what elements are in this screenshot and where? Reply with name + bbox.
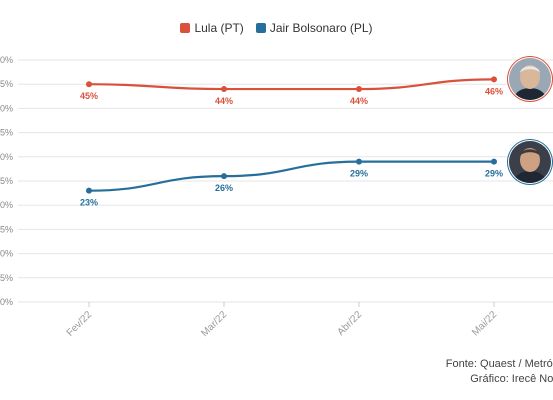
data-label-lula: 44% (350, 96, 368, 106)
legend-swatch-bolsonaro (255, 23, 266, 33)
y-tick-label: 15% (0, 224, 13, 234)
data-label-bolsonaro: 29% (350, 169, 368, 179)
y-tick-label: 35% (0, 128, 13, 138)
data-point-bolsonaro (491, 158, 497, 165)
y-tick-label: 45% (0, 79, 13, 89)
data-label-bolsonaro: 26% (215, 183, 233, 193)
chart-grid (18, 59, 553, 303)
photo-suit (513, 170, 547, 183)
legend-item-lula[interactable]: Lula (PT) (180, 21, 244, 35)
photo-face (520, 65, 540, 90)
photo-face (520, 147, 540, 172)
series-line-lula (88, 78, 495, 91)
legend-item-bolsonaro[interactable]: Jair Bolsonaro (PL) (255, 21, 373, 35)
y-tick-label: 30% (0, 152, 13, 162)
legend-label-bolsonaro: Jair Bolsonaro (PL) (269, 21, 373, 35)
lula-photo (509, 58, 551, 101)
photo-suit (513, 88, 547, 101)
y-tick-label: 0% (0, 297, 13, 307)
data-label-lula: 44% (215, 96, 233, 106)
x-tick-label: Fev/22 (65, 309, 95, 339)
data-point-lula (221, 86, 227, 93)
data-label-lula: 46% (485, 86, 503, 96)
photo-hair (520, 148, 540, 156)
chart-legend: Lula (PT) Jair Bolsonaro (PL) (0, 21, 553, 35)
y-tick-label: 20% (0, 200, 13, 210)
y-tick-label: 25% (0, 176, 13, 186)
data-label-bolsonaro: 23% (80, 198, 98, 208)
lula-photo-image (509, 58, 551, 101)
data-label-lula: 45% (80, 91, 98, 101)
x-tick-label: Mai/22 (470, 309, 499, 338)
legend-label-lula: Lula (PT) (194, 21, 244, 35)
photo-hair (520, 66, 540, 74)
chart-series: 45% 44% 44% 46% 23% 26% 29% 29% (80, 76, 503, 208)
legend-swatch-lula (180, 23, 191, 33)
data-point-bolsonaro (86, 187, 92, 194)
bolsonaro-photo-image (509, 140, 551, 183)
bolsonaro-photo (509, 140, 551, 183)
y-tick-label: 40% (0, 103, 13, 113)
series-line-bolsonaro (88, 160, 494, 192)
data-point-lula (356, 86, 362, 93)
y-tick-label: 5% (0, 273, 13, 283)
x-axis: Fev/22 Mar/22 Abr/22 Mai/22 (65, 302, 499, 339)
x-tick-label: Abr/22 (336, 309, 365, 338)
data-point-bolsonaro (221, 173, 227, 180)
credit-text: Gráfico: Irecê Notíc (470, 373, 553, 385)
source-text: Fonte: Quaest / Metrópo (445, 358, 553, 370)
y-axis: 0% 5% 10% 15% 20% 25% 30% 35% 40% 45% 50% (0, 55, 13, 307)
x-tick-label: Mar/22 (199, 309, 229, 339)
data-point-lula (86, 81, 92, 88)
data-point-lula (491, 76, 497, 83)
data-label-bolsonaro: 29% (485, 169, 503, 179)
data-point-bolsonaro (356, 158, 362, 165)
y-tick-label: 50% (0, 55, 13, 65)
y-tick-label: 10% (0, 249, 13, 259)
chart-footer: Fonte: Quaest / Metrópo Gráfico: Irecê N… (446, 357, 553, 387)
